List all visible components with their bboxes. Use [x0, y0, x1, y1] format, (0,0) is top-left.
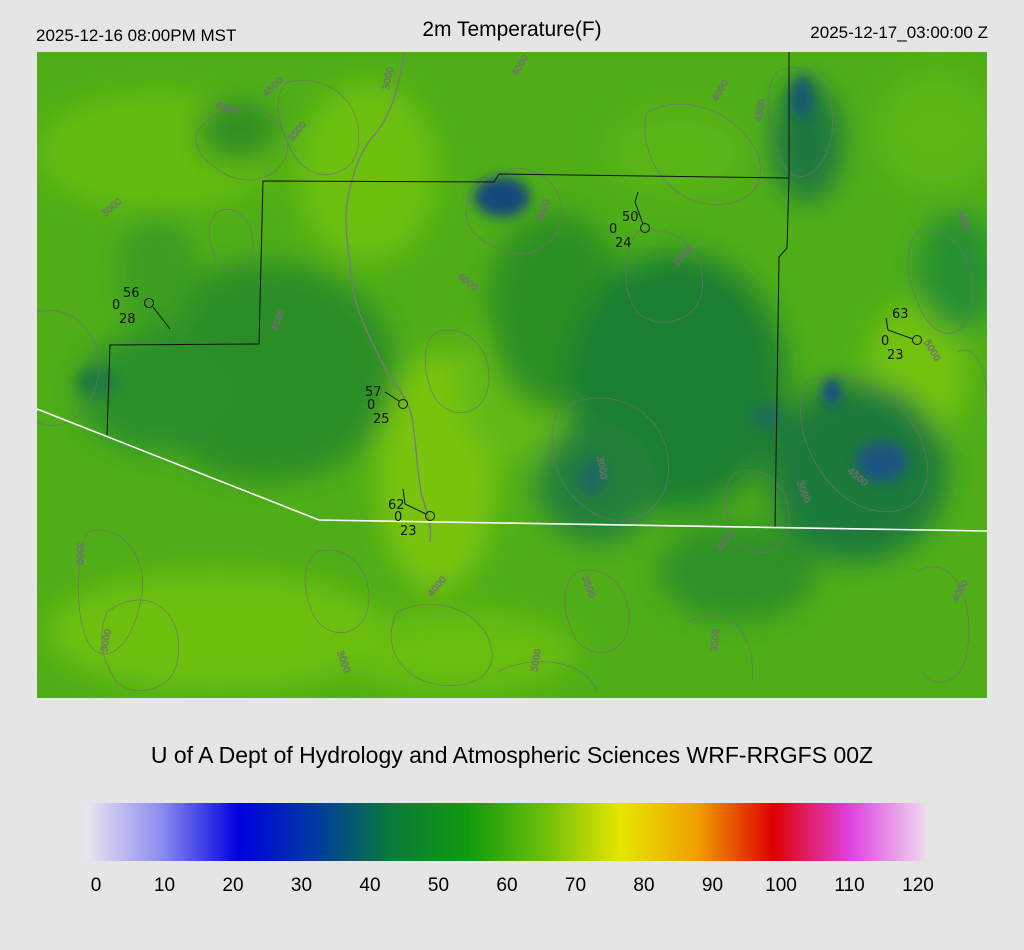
station-north[interactable]: 50 0 24: [609, 191, 650, 251]
colorbar-tick: 30: [290, 875, 313, 896]
station-west[interactable]: 56 0 28: [112, 286, 171, 330]
station-wind: 0: [609, 222, 617, 237]
station-temp: 63: [892, 307, 909, 322]
border-line: [37, 408, 987, 532]
station-temp: 62: [388, 498, 405, 513]
station-temp: 56: [123, 286, 140, 301]
colorbar-ticks: 0 10 20 30 40 50 60 70 80 90 100 110 120: [0, 875, 1024, 901]
colorbar-tick: 0: [90, 875, 102, 896]
svg-text:4500: 4500: [754, 98, 768, 123]
svg-text:3000: 3000: [100, 628, 114, 653]
station-temp: 57: [365, 385, 382, 400]
station-wind: 0: [881, 334, 889, 349]
colorbar-tick: 90: [701, 875, 724, 896]
utc-time: 2025-12-17_03:00:00 Z: [810, 23, 988, 42]
colorbar-tick: 50: [427, 875, 450, 896]
station-east[interactable]: 63 0 23: [881, 307, 922, 363]
colorbar: [86, 803, 926, 861]
colorbar-tick: 20: [222, 875, 244, 896]
station-wind: 0: [367, 398, 375, 413]
colorbar-tick: 10: [153, 875, 176, 896]
svg-text:3500: 3500: [710, 628, 722, 652]
colorbar-tick: 70: [564, 875, 587, 896]
colorbar-tick: 110: [834, 875, 865, 896]
station-dewpoint: 25: [373, 412, 390, 427]
cold-pockets: [77, 75, 908, 495]
station-wind: 0: [394, 510, 402, 525]
colorbar-tick: 40: [359, 875, 381, 896]
station-dewpoint: 23: [887, 348, 904, 363]
map-title: 2m Temperature(F): [422, 18, 602, 41]
colorbar-tick: 60: [496, 875, 518, 896]
station-dewpoint: 28: [119, 312, 136, 327]
county-boundaries: [106, 52, 790, 529]
station-wind: 0: [112, 298, 120, 313]
svg-text:3000: 3000: [382, 66, 396, 91]
temperature-map[interactable]: 3000 4000 4500 4000 3500 3000 4000 4000 …: [37, 52, 987, 698]
station-south[interactable]: 62 0 23: [388, 488, 435, 539]
colorbar-tick: 100: [765, 875, 797, 896]
colorbar-tick: 120: [902, 875, 934, 896]
svg-text:3500: 3500: [74, 542, 84, 565]
station-dewpoint: 23: [400, 524, 417, 539]
local-time: 2025-12-16 08:00PM MST: [36, 26, 237, 45]
river-line: [345, 52, 432, 543]
svg-text:5000: 5000: [530, 648, 544, 673]
station-center[interactable]: 57 0 25: [365, 385, 408, 427]
station-temp: 50: [622, 210, 639, 225]
colorbar-tick: 80: [633, 875, 655, 896]
station-dewpoint: 24: [615, 236, 632, 251]
svg-text:3000: 3000: [594, 456, 608, 481]
credit-line: U of A Dept of Hydrology and Atmospheric…: [150, 742, 874, 768]
